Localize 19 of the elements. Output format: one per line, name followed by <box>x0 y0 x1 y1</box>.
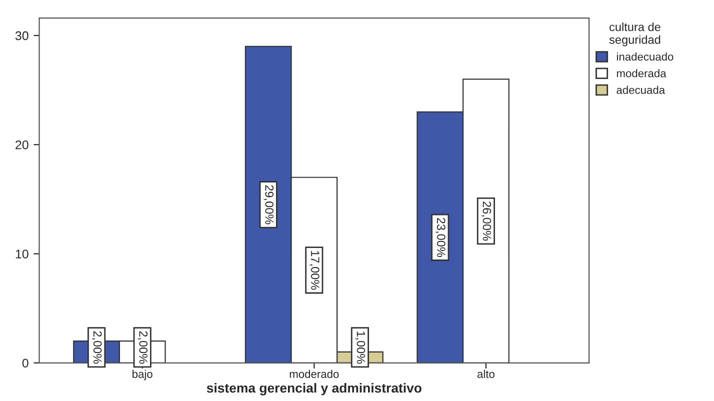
legend-label: adecuada <box>616 86 666 94</box>
x-tick-label: moderado <box>290 370 339 378</box>
y-tick-label: 0 <box>22 358 28 368</box>
data-label: 29,00% <box>264 185 274 224</box>
y-tick-label: 30 <box>15 31 28 40</box>
data-label: 17,00% <box>310 251 320 290</box>
legend-label: moderada <box>616 69 666 78</box>
legend-label: inadecuado <box>616 52 674 61</box>
data-label: 2,00% <box>92 331 102 364</box>
data-label: 26,00% <box>481 202 492 241</box>
x-axis-title: sistema gerencial y administrativo <box>206 382 422 396</box>
x-tick-label: alto <box>477 370 494 378</box>
data-label: 1,00% <box>355 332 366 364</box>
y-tick-label: 20 <box>16 140 28 150</box>
legend-title: cultura de seguridad <box>609 22 660 46</box>
data-label: 23,00% <box>436 218 446 258</box>
x-tick-label: bajo <box>132 370 152 380</box>
data-label: 2,00% <box>138 331 148 364</box>
y-tick-label: 10 <box>16 250 28 258</box>
